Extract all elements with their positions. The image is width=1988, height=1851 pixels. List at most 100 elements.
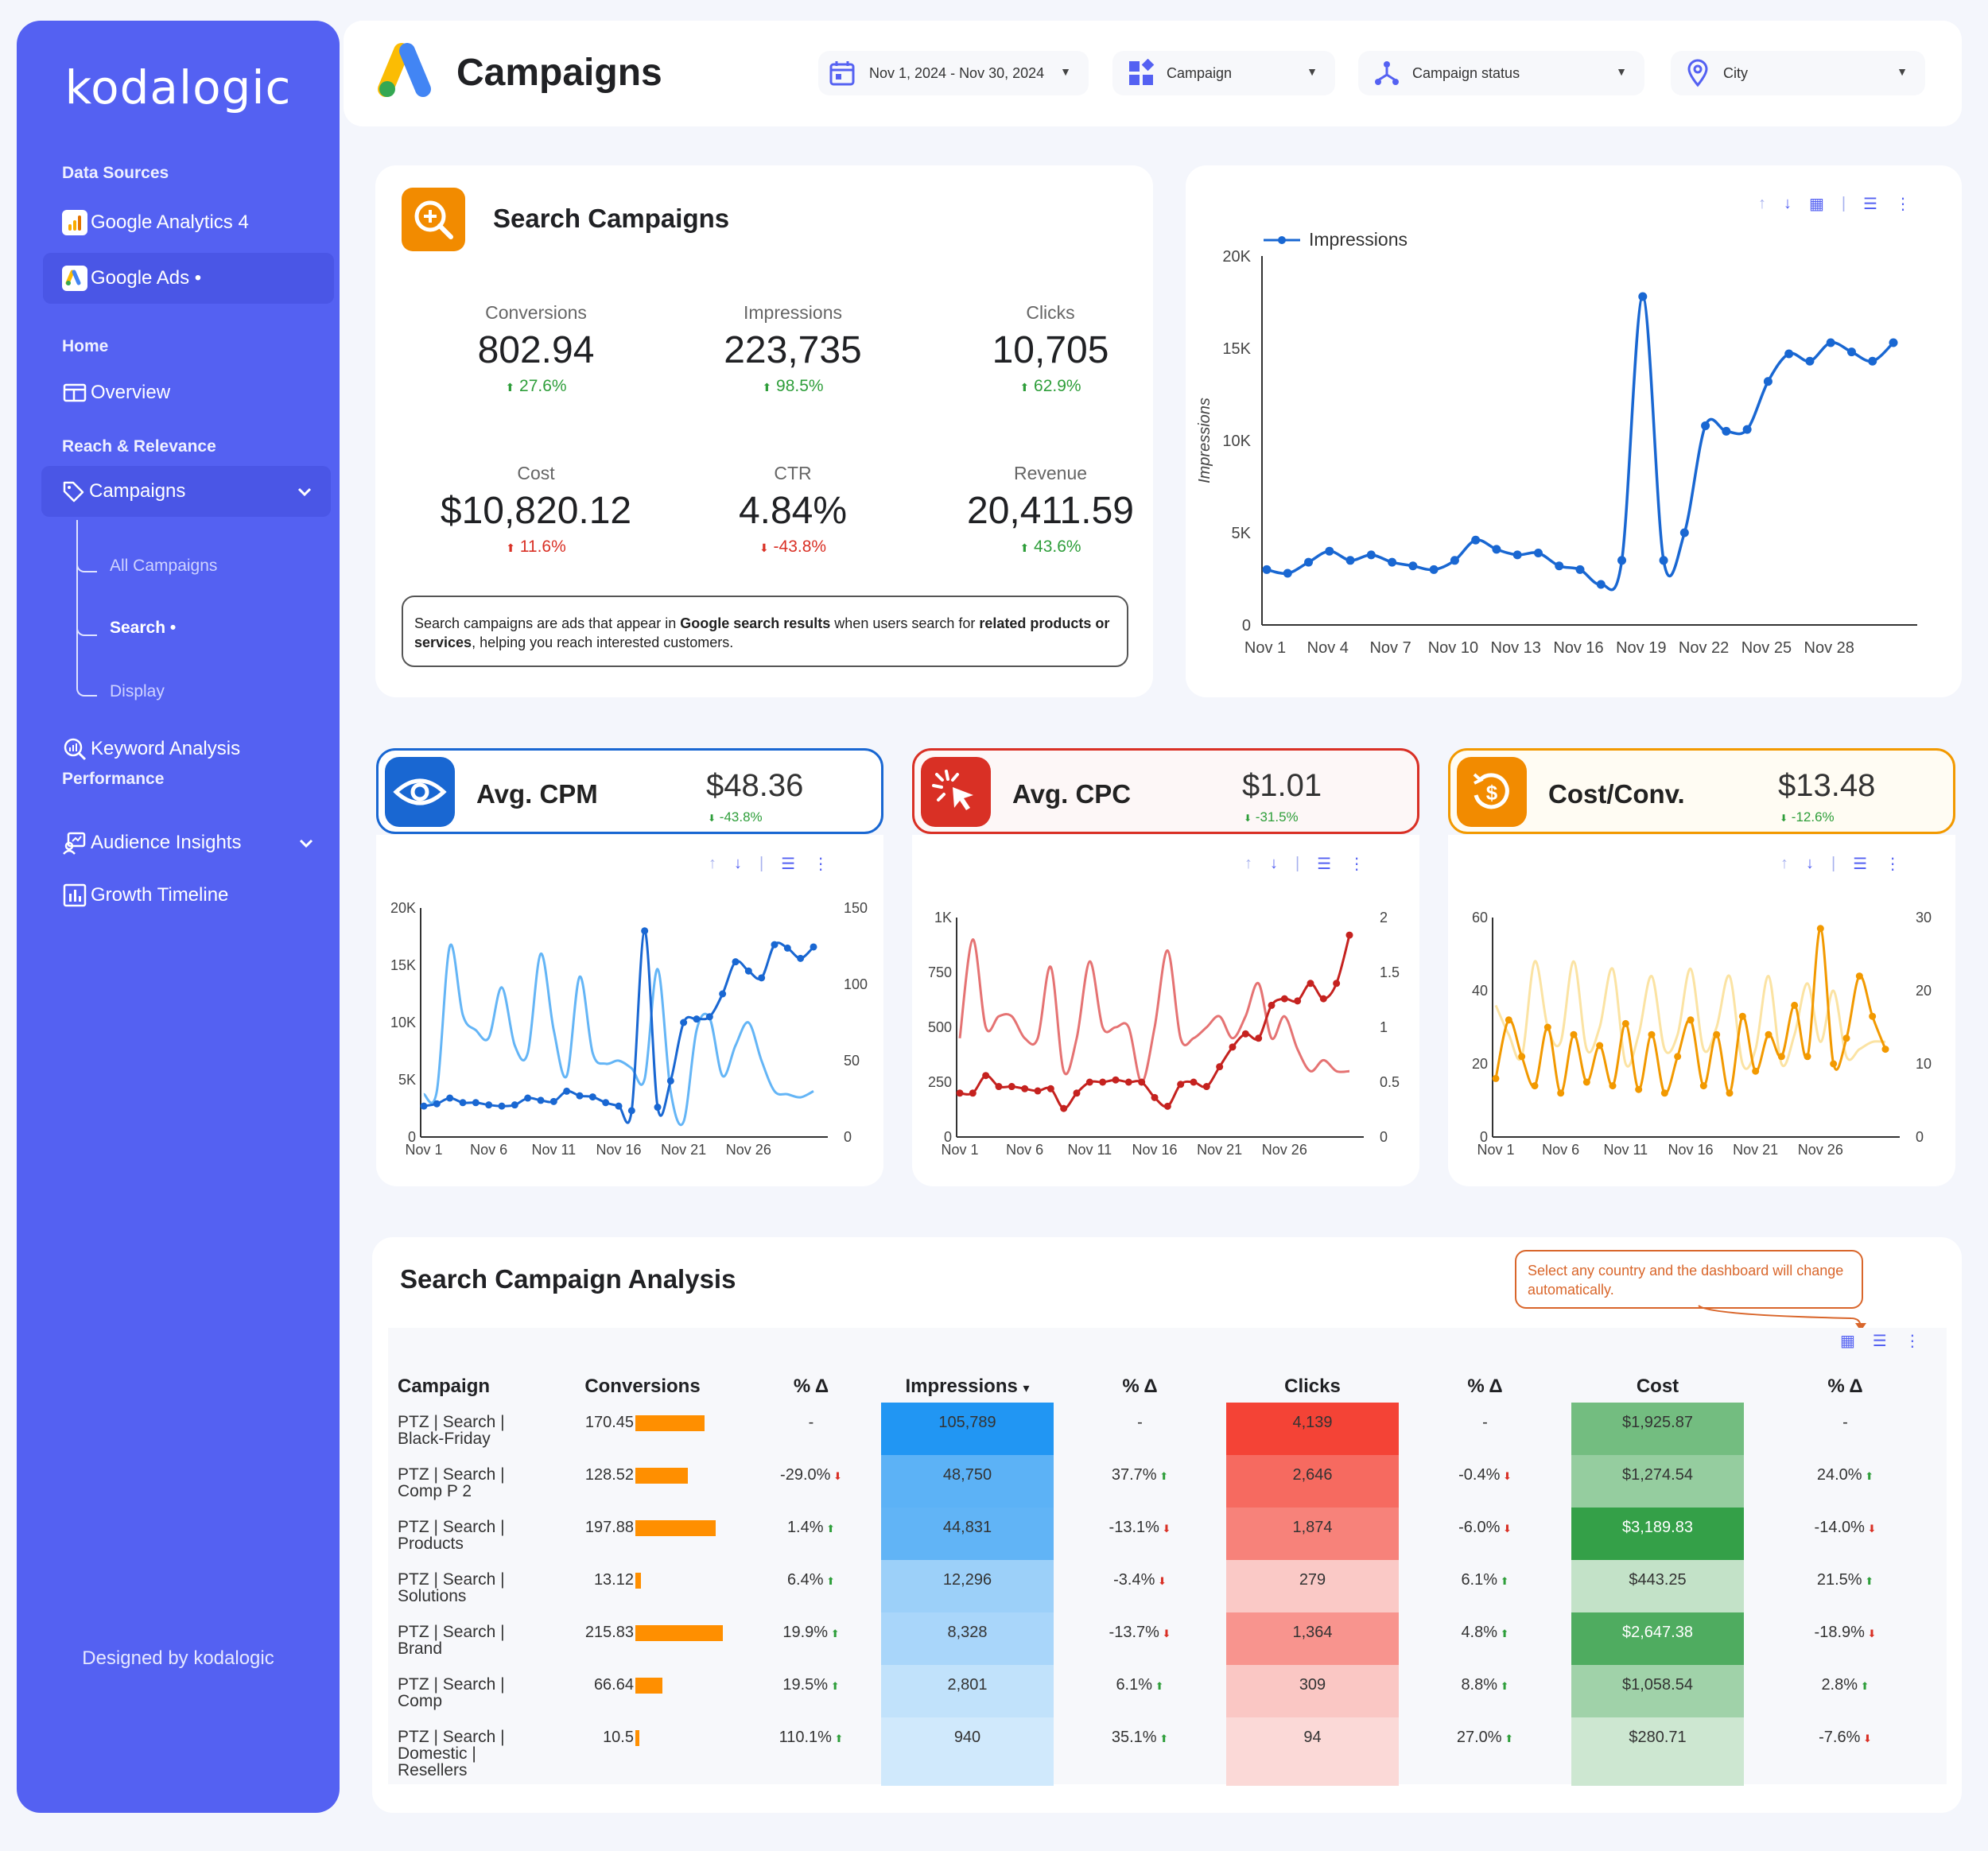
clicks-value: 1,364 — [1292, 1624, 1333, 1641]
trend-down-icon: ⬇ — [1159, 1523, 1171, 1535]
sidebar-item-keyword-analysis[interactable]: Keyword Analysis — [43, 724, 334, 774]
data-point — [693, 1015, 701, 1023]
table-row[interactable]: PTZ | Search | Comp P 2 128.52 -29.0% ⬇ 48,7… — [388, 1455, 1947, 1508]
col-header-delta[interactable]: % Δ — [1827, 1376, 1863, 1397]
more-options-icon[interactable]: ⋮ — [1885, 856, 1901, 873]
data-point — [1138, 1078, 1146, 1086]
metric-card-avg-cpm[interactable]: Avg. CPM $48.36 ⬇ -43.8% — [376, 748, 883, 834]
campaign-status-filter[interactable]: Campaign status ▼ — [1358, 51, 1644, 95]
cell-campaign: PTZ | Search | Domestic | Resellers — [388, 1717, 544, 1786]
col-header-delta[interactable]: % Δ — [1467, 1376, 1503, 1397]
sort-up-icon[interactable]: ↑ — [1758, 195, 1766, 212]
campaign-name-line: Products — [398, 1535, 464, 1553]
delta-value: 27.0% — [1456, 1729, 1502, 1746]
trend-up-icon: ⬆ — [1862, 1575, 1874, 1587]
sort-down-icon[interactable]: ↓ — [734, 855, 742, 872]
table-row[interactable]: PTZ | Search | Products 197.88 1.4% ⬆ 44,831… — [388, 1508, 1947, 1560]
data-point — [732, 958, 740, 966]
sidebar-item-growth-timeline[interactable]: Growth Timeline — [43, 870, 334, 921]
table-row[interactable]: PTZ | Search | Solutions 13.12 6.4% ⬆ 12,296… — [388, 1560, 1947, 1612]
filter-icon[interactable]: ☰ — [781, 856, 796, 873]
sort-down-icon[interactable]: ↓ — [1270, 855, 1278, 872]
table-row[interactable]: PTZ | Search | Black-Friday 170.45 - 105,789… — [388, 1403, 1947, 1455]
table-row[interactable]: PTZ | Search | Comp 66.64 19.5% ⬆ 2,801 6.1% … — [388, 1665, 1947, 1717]
sidebar-item-search[interactable]: Search • — [110, 619, 177, 637]
dropdown-caret-icon: ▼ — [1897, 65, 1908, 78]
table-row[interactable]: PTZ | Search | Brand 215.83 19.9% ⬆ 8,328 -13… — [388, 1612, 1947, 1665]
col-header-clicks[interactable]: Clicks — [1284, 1376, 1341, 1397]
sidebar-item-google-analytics[interactable]: Google Analytics 4 — [43, 197, 334, 248]
sidebar-item-campaigns[interactable]: Campaigns — [41, 466, 331, 517]
data-point — [1112, 1076, 1120, 1084]
data-point — [420, 1102, 428, 1110]
metric-card-avg-cpc[interactable]: Avg. CPC $1.01 ⬇ -31.5% — [912, 748, 1419, 834]
cursor-click-icon — [932, 770, 973, 810]
cell-clicks: 1,874 — [1226, 1508, 1399, 1560]
metric-delta: ⬇ -12.6% — [1780, 809, 1835, 825]
cell-cost: $1,925.87 — [1571, 1403, 1744, 1455]
delta-value: -3.4% — [1113, 1571, 1155, 1589]
data-point — [1679, 528, 1689, 537]
chart-type-icon[interactable]: ▦ — [1840, 1333, 1855, 1350]
sort-desc-icon[interactable]: ▾ — [1023, 1382, 1030, 1395]
data-point — [1726, 1089, 1734, 1097]
campaign-filter[interactable]: Campaign ▼ — [1112, 51, 1335, 95]
note-text: Search campaigns are ads that appear in — [414, 615, 681, 631]
table-row[interactable]: PTZ | Search | Domestic | Resellers 10.5 110… — [388, 1717, 1947, 1786]
filter-icon[interactable]: ☰ — [1863, 196, 1878, 213]
section-performance: Performance — [62, 770, 165, 788]
chevron-down-icon[interactable] — [297, 835, 315, 852]
col-header-delta[interactable]: % Δ — [793, 1376, 829, 1397]
col-header-campaign[interactable]: Campaign — [398, 1376, 491, 1397]
sort-down-icon[interactable]: ↓ — [1784, 195, 1792, 212]
more-options-icon[interactable]: ⋮ — [1349, 856, 1365, 873]
sort-up-icon[interactable]: ↑ — [1244, 855, 1252, 872]
more-options-icon[interactable]: ⋮ — [813, 856, 829, 873]
data-point — [511, 1101, 518, 1109]
col-header-delta[interactable]: % Δ — [1122, 1376, 1158, 1397]
cell-delta: 24.0% ⬆ — [1744, 1455, 1947, 1508]
filter-icon[interactable]: ☰ — [1872, 1333, 1887, 1350]
more-options-icon[interactable]: ⋮ — [1904, 1333, 1920, 1350]
data-point — [1325, 546, 1334, 556]
sidebar-item-all-campaigns[interactable]: All Campaigns — [110, 557, 218, 575]
col-header-conversions[interactable]: Conversions — [584, 1376, 701, 1397]
cell-delta: - — [741, 1403, 881, 1455]
eye-icon — [393, 778, 447, 805]
metric-card-cost-conv[interactable]: $ Cost/Conv. $13.48 ⬇ -12.6% — [1448, 748, 1955, 834]
cell-clicks: 309 — [1226, 1665, 1399, 1717]
x-tick-label: Nov 21 — [661, 1142, 706, 1158]
filter-icon[interactable]: ☰ — [1317, 856, 1332, 873]
filter-icon[interactable]: ☰ — [1853, 856, 1868, 873]
col-header-cost[interactable]: Cost — [1636, 1376, 1679, 1397]
sidebar-item-audience-insights[interactable]: Audience Insights — [43, 817, 334, 868]
kpi-value: 4.84% — [738, 490, 848, 532]
campaign-name-line: PTZ | Search | — [398, 1413, 505, 1431]
svg-text:$: $ — [1486, 781, 1498, 805]
sidebar-item-display[interactable]: Display — [110, 682, 165, 700]
x-tick-label: Nov 11 — [1067, 1142, 1112, 1158]
sidebar-item-overview[interactable]: Overview — [43, 367, 334, 418]
chart-type-icon[interactable]: ▦ — [1809, 196, 1824, 213]
data-point — [1582, 1078, 1590, 1086]
date-range-picker[interactable]: Nov 1, 2024 - Nov 30, 2024 ▼ — [818, 51, 1089, 95]
sort-down-icon[interactable]: ↓ — [1806, 855, 1814, 872]
chevron-down-icon[interactable] — [296, 483, 313, 501]
x-tick-label: Nov 16 — [1553, 639, 1603, 657]
sidebar-item-google-ads[interactable]: Google Ads • — [43, 253, 334, 304]
chart-toolbar: ↑ ↓ | ☰ ⋮ — [1780, 854, 1901, 874]
city-filter[interactable]: City ▼ — [1671, 51, 1925, 95]
data-point — [1085, 1078, 1093, 1086]
sort-up-icon[interactable]: ↑ — [709, 855, 716, 872]
sidebar-item-label: Audience Insights — [91, 832, 242, 853]
data-point — [1638, 292, 1648, 301]
more-options-icon[interactable]: ⋮ — [1895, 196, 1912, 213]
campaign-name-line: PTZ | Search | — [398, 1518, 505, 1536]
data-point — [1492, 545, 1501, 554]
data-point — [446, 1094, 454, 1102]
sort-up-icon[interactable]: ↑ — [1780, 855, 1788, 872]
x-tick-label: Nov 1 — [1477, 1142, 1514, 1158]
data-point — [1575, 565, 1585, 574]
col-header-impressions[interactable]: Impressions ▾ — [881, 1356, 1054, 1403]
page-title: Campaigns — [456, 52, 662, 94]
